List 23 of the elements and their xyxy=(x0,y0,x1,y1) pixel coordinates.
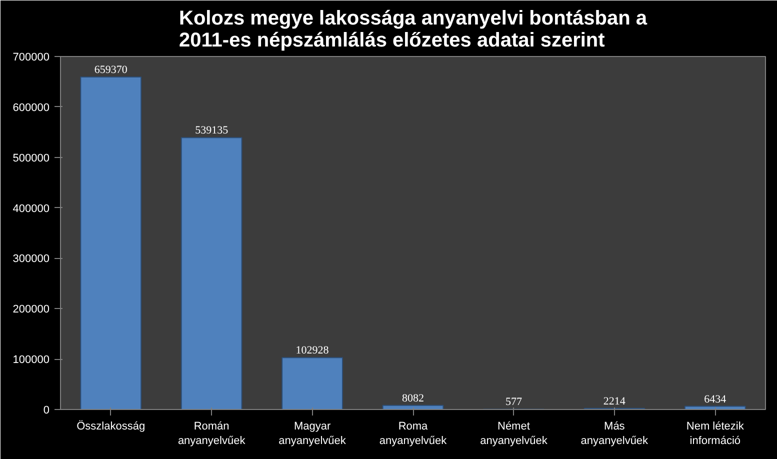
y-tick-label: 500000 xyxy=(12,152,50,164)
x-tick-label: Magyar anyanyelvűek xyxy=(278,420,346,447)
x-tick-label: Nem létezik információ xyxy=(686,420,744,447)
data-label: 2214 xyxy=(603,395,626,408)
data-label: 6434 xyxy=(704,393,727,406)
y-tick-label: 700000 xyxy=(12,52,50,64)
data-label: 8082 xyxy=(402,392,424,404)
data-label: 102928 xyxy=(296,344,330,357)
y-tick-label: 600000 xyxy=(12,102,50,114)
x-tick-label: Román anyanyelvűek xyxy=(178,420,246,447)
y-tick-label: 400000 xyxy=(12,202,50,215)
x-tick-label: Más anyanyelvűek xyxy=(580,420,649,447)
data-label: 659370 xyxy=(94,64,128,76)
y-tick-label: 100000 xyxy=(12,354,50,366)
data-label: 539135 xyxy=(195,124,229,137)
x-tick-label: Német anyanyelvűek xyxy=(480,420,548,447)
y-tick-label: 0 xyxy=(43,404,50,416)
x-tick-label: Roma anyanyelvűek xyxy=(379,420,448,447)
chart-title: Kolozs megye lakossága anyanyelvi bontásban a 2011-es népszámlálás előzetes adatai szerint xyxy=(179,8,648,52)
x-tick-label: Összlakosság xyxy=(76,420,146,432)
y-tick-label: 300000 xyxy=(12,253,50,266)
y-tick-label: 200000 xyxy=(12,304,50,316)
data-label: 577 xyxy=(505,396,522,408)
